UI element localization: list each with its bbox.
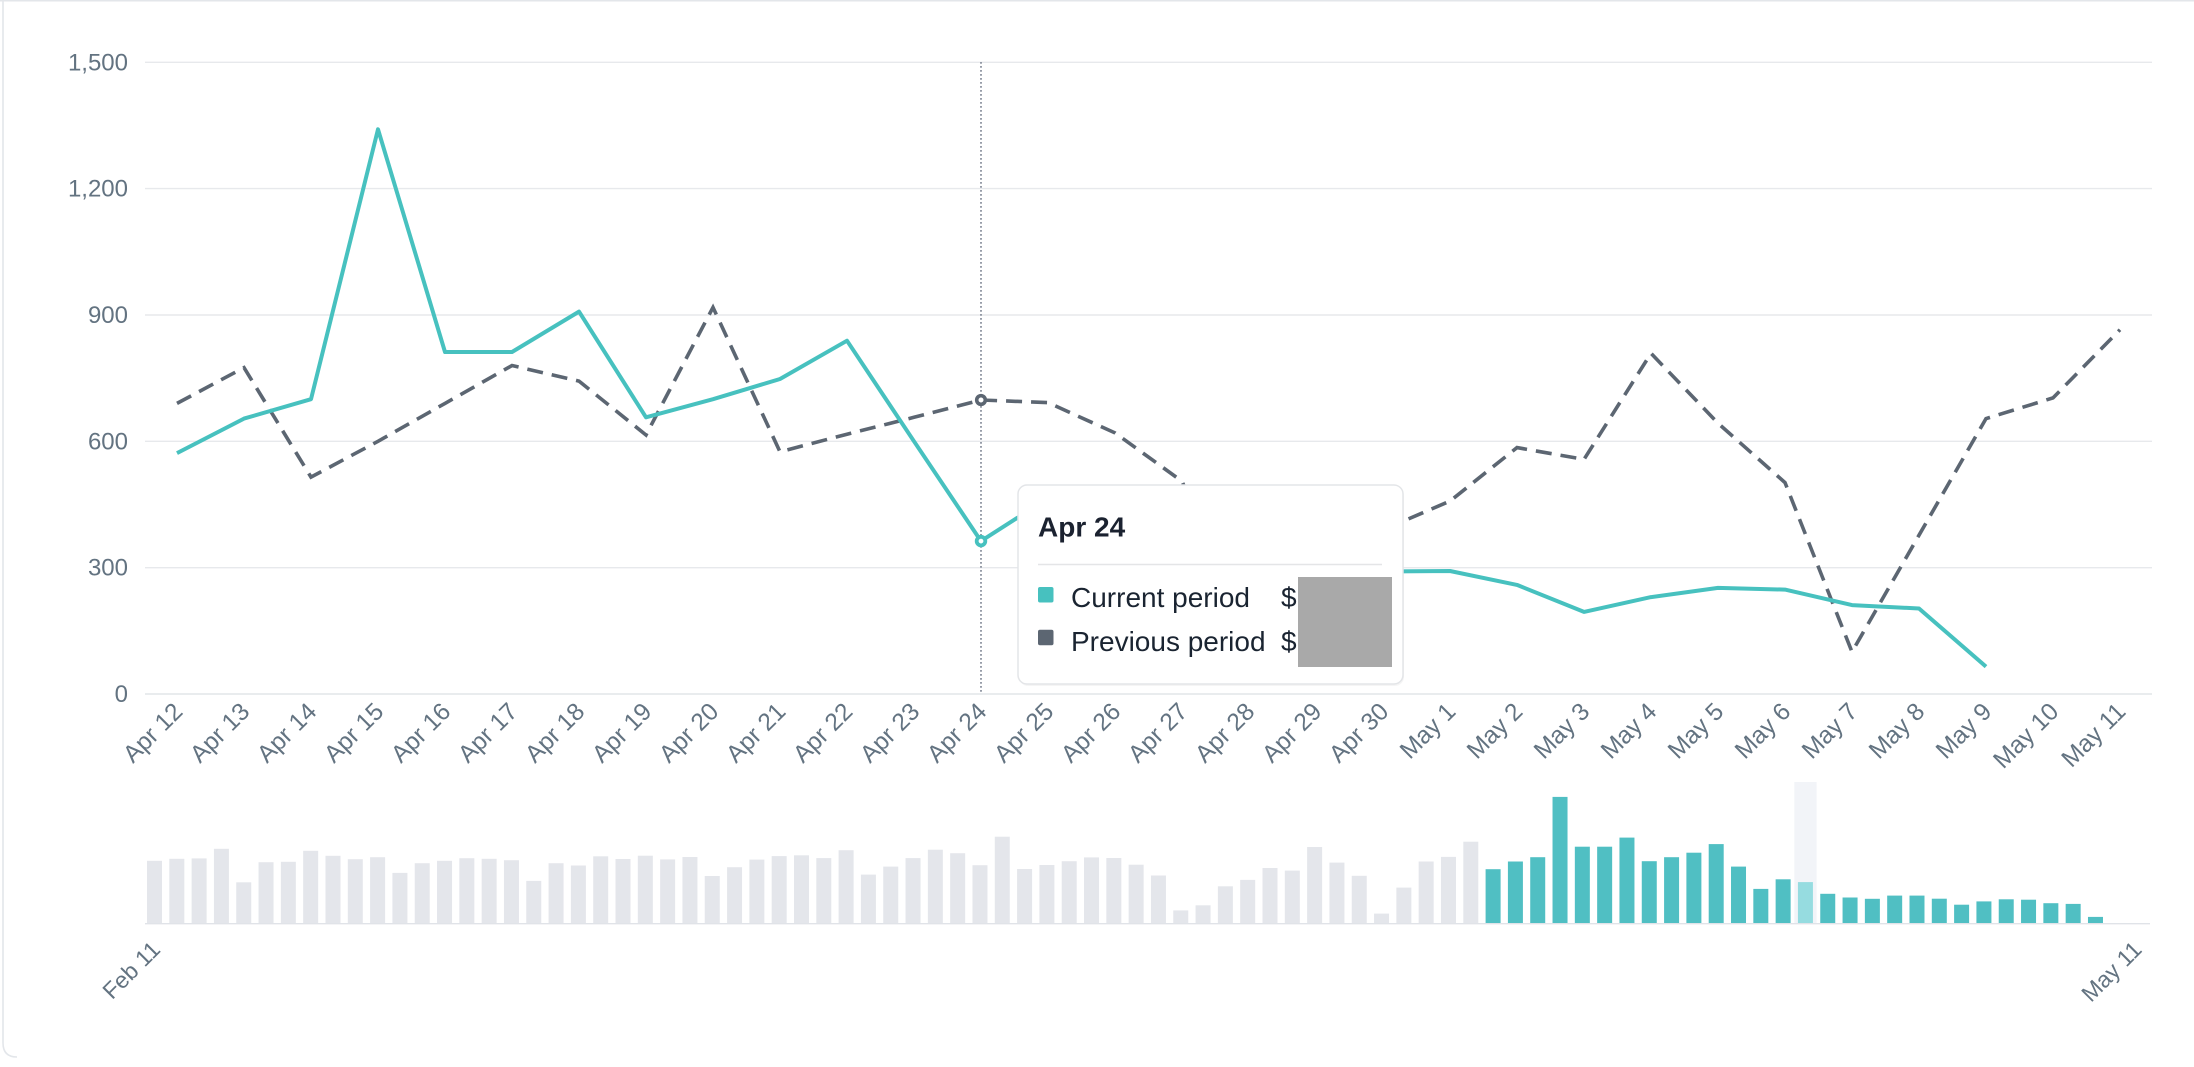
svg-text:$: $ xyxy=(1281,626,1297,657)
svg-text:900: 900 xyxy=(88,302,128,329)
svg-text:$: $ xyxy=(1281,582,1297,613)
svg-text:0: 0 xyxy=(115,681,128,708)
svg-text:300: 300 xyxy=(88,555,128,582)
svg-text:Current period: Current period xyxy=(1071,582,1250,613)
svg-text:Apr 24: Apr 24 xyxy=(1038,512,1126,543)
svg-text:Previous period: Previous period xyxy=(1071,626,1266,657)
svg-text:1,500: 1,500 xyxy=(68,49,128,76)
svg-text:600: 600 xyxy=(88,428,128,455)
svg-text:1,200: 1,200 xyxy=(68,176,128,203)
